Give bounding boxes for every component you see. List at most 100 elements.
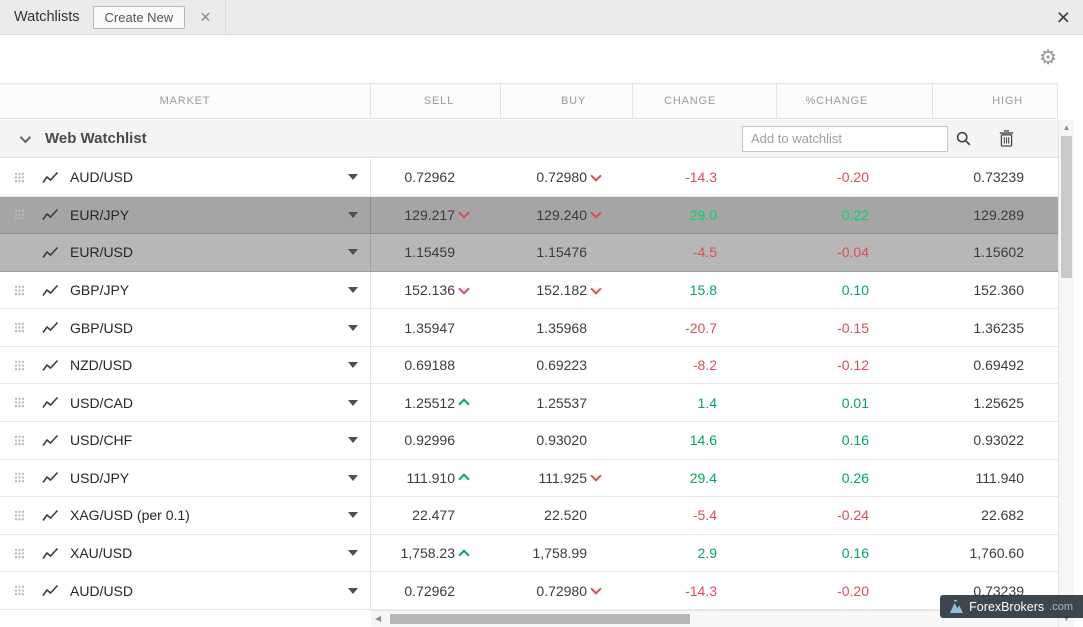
chart-icon[interactable] [42,321,59,334]
sell-price-cell[interactable]: 152.136 [371,272,501,309]
drag-handle-icon[interactable] [14,510,25,521]
drag-handle-icon[interactable] [14,397,25,408]
sell-price-cell[interactable]: 111.910 [371,460,501,497]
buy-price-cell[interactable]: 1,758.99 [501,535,633,572]
header-buy[interactable]: BUY [501,84,633,118]
watchlist-row[interactable]: NZD/USD 0.69188 0.69223 -8.2 -0.12 0.694… [0,346,1058,385]
window-close-icon[interactable]: × [1056,3,1070,30]
sell-price-cell[interactable]: 1.35947 [371,309,501,346]
settings-gear-icon[interactable]: ⚙ [1039,47,1057,69]
scroll-left-icon[interactable]: ◀ [375,614,382,623]
buy-price-cell[interactable]: 111.925 [501,460,633,497]
buy-price-cell[interactable]: 1.15476 [501,234,633,271]
sell-price-cell[interactable]: 0.92996 [371,422,501,459]
buy-price: 1.25537 [536,394,587,411]
chart-icon[interactable] [42,471,59,484]
trash-icon[interactable] [999,130,1014,147]
vertical-scrollbar[interactable]: ▲ ▼ [1058,120,1074,627]
buy-price-cell[interactable]: 22.520 [501,497,633,534]
buy-price-cell[interactable]: 152.182 [501,272,633,309]
chart-icon[interactable] [42,284,59,297]
horizontal-scrollbar[interactable]: ◀ [371,610,1058,627]
scroll-up-icon[interactable]: ▲ [1062,123,1071,132]
chart-icon[interactable] [42,208,59,221]
watchlist-row[interactable]: XAG/USD (per 0.1) 22.477 22.520 -5.4 -0.… [0,497,1058,535]
drag-handle-icon[interactable] [14,472,25,483]
chart-icon[interactable] [42,246,59,259]
sell-price-cell[interactable]: 0.72962 [371,572,501,609]
drag-handle-icon[interactable] [14,172,25,183]
buy-price-cell[interactable]: 1.35968 [501,309,633,346]
header-pct-change[interactable]: %CHANGE [777,84,933,118]
watchlist-row[interactable]: GBP/USD 1.35947 1.35968 -20.7 -0.15 1.36… [0,309,1058,347]
market-dropdown-caret-icon[interactable] [348,249,358,256]
sell-price-cell[interactable]: 1.15459 [371,234,501,271]
market-cell: EUR/USD [0,234,371,271]
market-dropdown-caret-icon[interactable] [348,287,358,294]
header-sell[interactable]: SELL [371,84,501,118]
create-new-button[interactable]: Create New [92,5,186,29]
chart-icon[interactable] [42,584,59,597]
header-change[interactable]: CHANGE [633,84,777,118]
chart-icon[interactable] [42,547,59,560]
change-cell: -5.4 [633,497,777,534]
market-dropdown-caret-icon[interactable] [348,474,358,481]
watchlist-row[interactable]: USD/CHF 0.92996 0.93020 14.6 0.16 0.9302… [0,422,1058,460]
sell-price-cell[interactable]: 0.69188 [371,347,501,384]
watchlist-row[interactable]: USD/JPY 111.910 111.925 29.4 0.26 111.94… [0,459,1058,498]
watchlist-row[interactable]: GBP/JPY 152.136 152.182 15.8 0.10 152.36… [0,271,1058,310]
market-dropdown-caret-icon[interactable] [348,587,358,594]
search-icon[interactable] [955,130,972,147]
collapse-chevron-icon[interactable] [19,131,32,143]
drag-handle-icon[interactable] [14,585,25,596]
scroll-down-icon[interactable]: ▼ [1062,614,1071,623]
buy-price-cell[interactable]: 1.25537 [501,384,633,421]
drag-handle-icon[interactable] [14,209,25,220]
watchlist-row[interactable]: XAU/USD 1,758.23 1,758.99 2.9 0.16 1,760… [0,534,1058,573]
drag-handle-icon[interactable] [14,247,25,258]
market-dropdown-caret-icon[interactable] [348,362,358,369]
drag-handle-icon[interactable] [14,322,25,333]
watchlist-row[interactable]: AUD/USD 0.72962 0.72980 -14.3 -0.20 0.73… [0,159,1058,197]
market-dropdown-caret-icon[interactable] [348,324,358,331]
drag-handle-icon[interactable] [14,548,25,559]
header-market[interactable]: MARKET [0,84,371,118]
buy-price-cell[interactable]: 0.72980 [501,159,633,196]
drag-handle-icon[interactable] [14,360,25,371]
chart-icon[interactable] [42,434,59,447]
watchlist-group-header: Web Watchlist [0,120,1058,158]
market-dropdown-caret-icon[interactable] [348,211,358,218]
market-dropdown-caret-icon[interactable] [348,399,358,406]
market-dropdown-caret-icon[interactable] [348,437,358,444]
market-dropdown-caret-icon[interactable] [348,550,358,557]
add-to-watchlist-input[interactable] [742,125,948,152]
watchlist-row[interactable]: USD/CAD 1.25512 1.25537 1.4 0.01 1.25625 [0,384,1058,423]
market-dropdown-caret-icon[interactable] [348,512,358,519]
drag-handle-icon[interactable] [14,435,25,446]
watchlist-row[interactable]: AUD/USD 0.72962 0.72980 -14.3 -0.20 0.73… [0,572,1058,610]
chart-icon[interactable] [42,396,59,409]
buy-price-cell[interactable]: 0.93020 [501,422,633,459]
chart-icon[interactable] [42,359,59,372]
buy-price-cell[interactable]: 0.72980 [501,572,633,609]
buy-price-cell[interactable]: 129.240 [501,197,633,234]
sell-price-cell[interactable]: 0.72962 [371,159,501,196]
sell-price-cell[interactable]: 1.25512 [371,384,501,421]
buy-price-cell[interactable]: 0.69223 [501,347,633,384]
sell-price-cell[interactable]: 129.217 [371,197,501,234]
chart-icon[interactable] [42,509,59,522]
watchlist-row[interactable]: EUR/USD 1.15459 1.15476 -4.5 -0.04 1.156… [0,234,1058,272]
watchlist-row[interactable]: EUR/JPY 129.217 129.240 29.0 0.22 129.28… [0,196,1058,235]
tab-close-icon[interactable]: × [200,7,211,27]
sell-price: 1.35947 [404,319,455,336]
watchlists-tab[interactable]: Watchlists Create New × [0,0,226,34]
horizontal-scrollbar-thumb[interactable] [390,614,690,624]
change-value: 29.4 [689,469,717,486]
header-high[interactable]: HIGH [933,84,1058,118]
sell-price-cell[interactable]: 22.477 [371,497,501,534]
drag-handle-icon[interactable] [14,285,25,296]
sell-price-cell[interactable]: 1,758.23 [371,535,501,572]
market-dropdown-caret-icon[interactable] [348,174,358,181]
chart-icon[interactable] [42,171,59,184]
vertical-scrollbar-thumb[interactable] [1061,136,1072,278]
